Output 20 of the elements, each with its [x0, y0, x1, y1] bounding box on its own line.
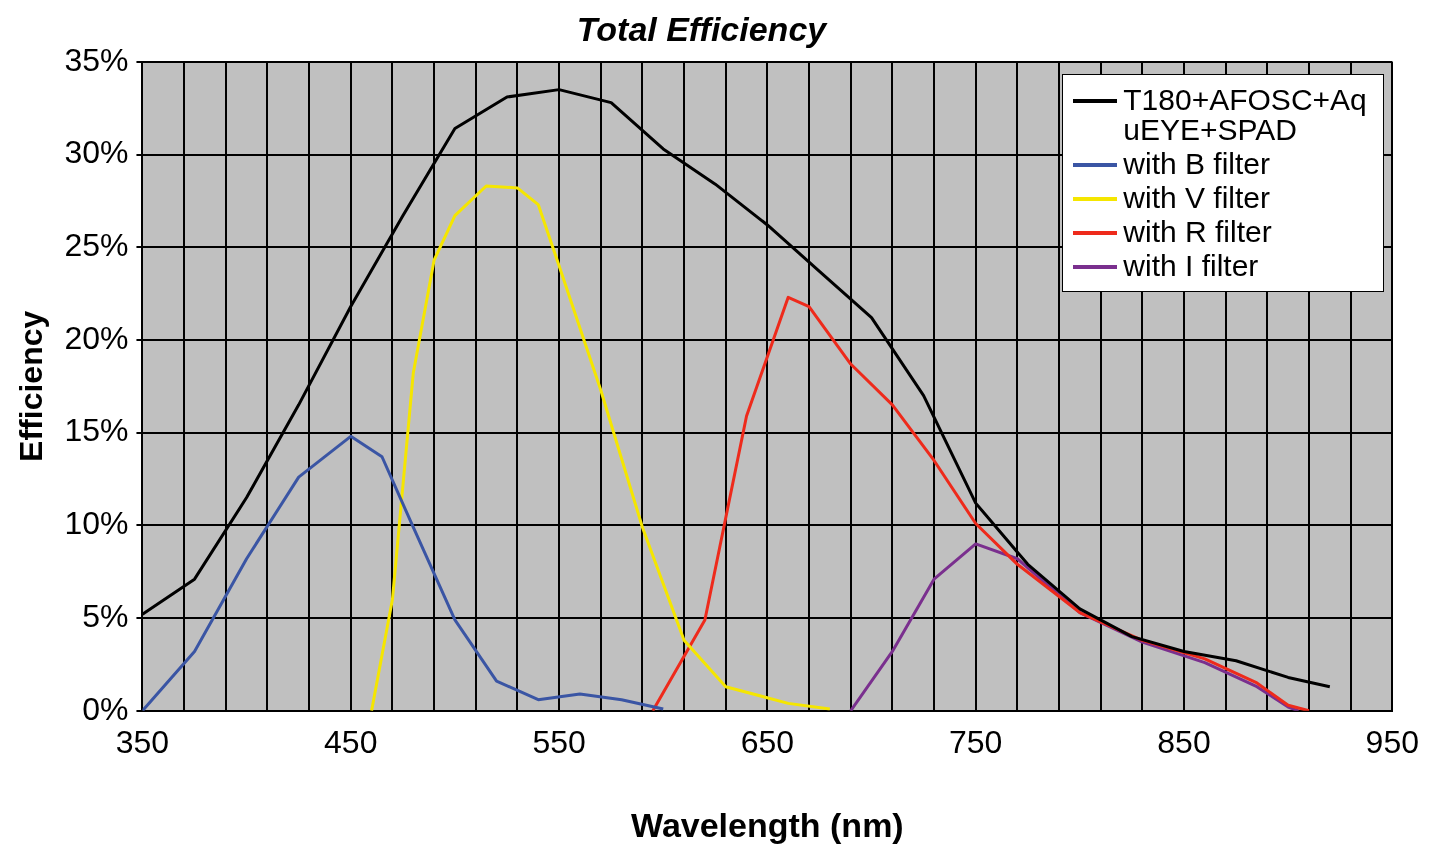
legend-label: with R filter — [1123, 214, 1272, 248]
y-tick-label: 25% — [64, 227, 129, 264]
x-tick-label: 950 — [1365, 723, 1419, 760]
y-tick-label: 20% — [64, 319, 129, 356]
x-tick-label: 850 — [1157, 723, 1211, 760]
y-tick-label: 10% — [64, 505, 129, 542]
legend-label: with V filter — [1123, 180, 1271, 214]
y-tick-label: 30% — [64, 134, 129, 171]
chart-title: Total Efficiency — [576, 9, 829, 48]
x-tick-label: 550 — [532, 723, 586, 760]
y-tick-label: 35% — [64, 41, 129, 78]
x-axis-title: Wavelength (nm) — [631, 805, 904, 844]
y-axis-title: Efficiency — [13, 310, 50, 462]
x-tick-label: 750 — [948, 723, 1003, 760]
legend-label: with I filter — [1123, 248, 1259, 282]
y-tick-label: 5% — [82, 597, 129, 634]
x-tick-label: 650 — [740, 723, 795, 760]
x-tick-label: 450 — [324, 723, 378, 760]
legend-label: with B filter — [1123, 146, 1271, 180]
y-tick-label: 15% — [64, 412, 129, 449]
